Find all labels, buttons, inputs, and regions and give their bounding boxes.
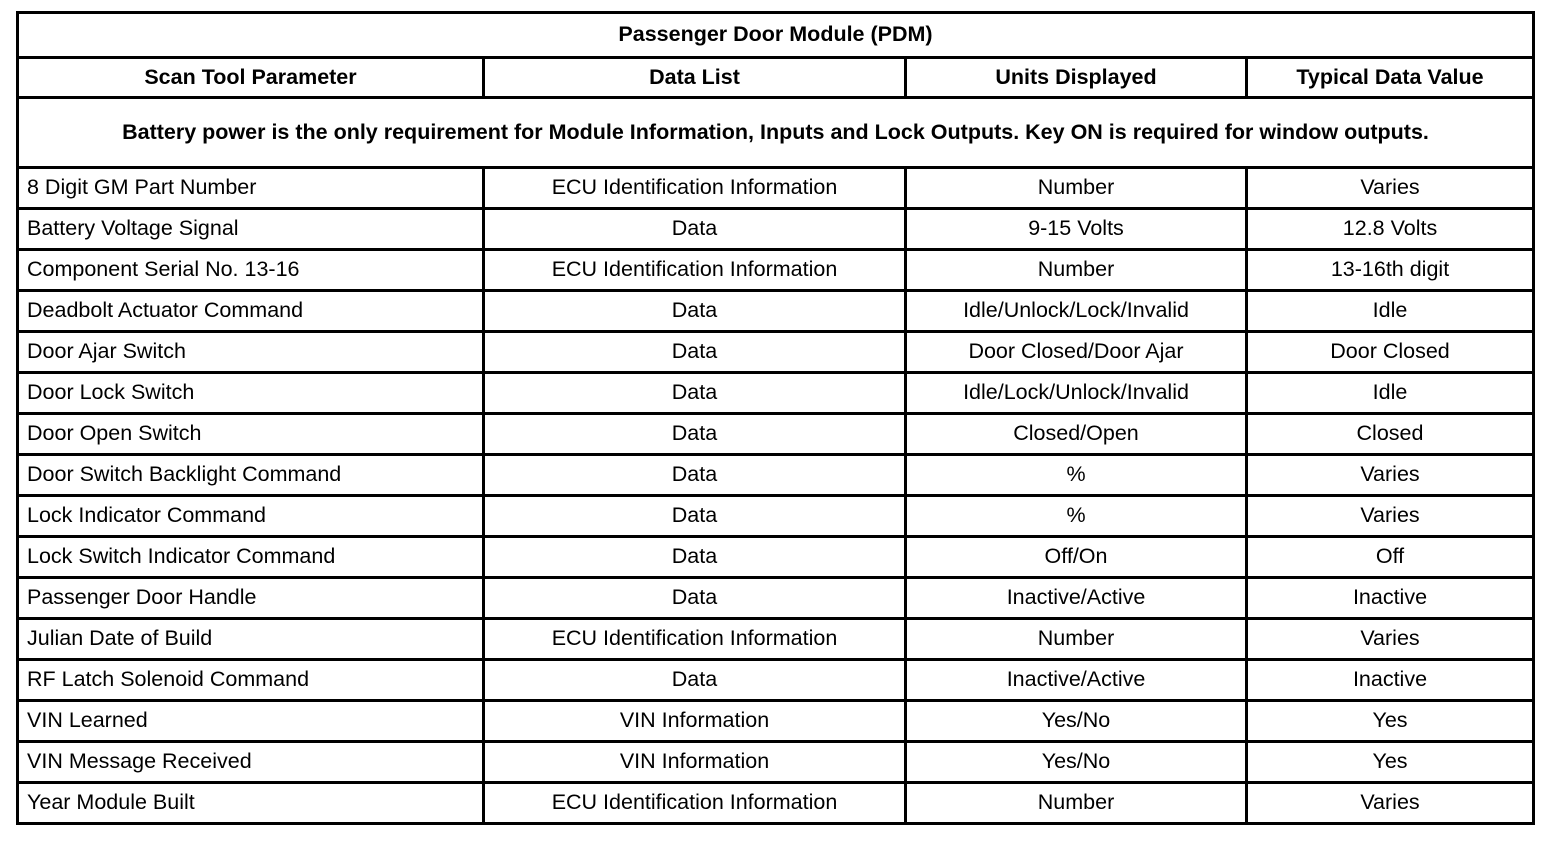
cell-parameter: Lock Indicator Command [16,494,485,538]
cell-units: Inactive/Active [904,576,1248,620]
cell-data-list: Data [482,371,907,415]
table-row: Julian Date of Build ECU Identification … [16,617,1535,661]
cell-typical-value: 12.8 Volts [1245,207,1535,251]
table-row: Year Module Built ECU Identification Inf… [16,781,1535,825]
cell-typical-value: Inactive [1245,576,1535,620]
table-row: Component Serial No. 13-16 ECU Identific… [16,248,1535,292]
cell-typical-value: Varies [1245,166,1535,210]
table-note-row: Battery power is the only requirement fo… [16,96,1535,169]
cell-data-list: Data [482,207,907,251]
cell-typical-value: Varies [1245,453,1535,497]
table-row: VIN Learned VIN Information Yes/No Yes [16,699,1535,743]
cell-typical-value: Closed [1245,412,1535,456]
cell-units: % [904,494,1248,538]
cell-typical-value: Varies [1245,494,1535,538]
cell-data-list: ECU Identification Information [482,781,907,825]
column-header-scan-tool-parameter: Scan Tool Parameter [16,56,485,99]
cell-typical-value: Idle [1245,371,1535,415]
cell-units: Idle/Lock/Unlock/Invalid [904,371,1248,415]
cell-data-list: Data [482,453,907,497]
cell-units: Number [904,166,1248,210]
table-requirements-note: Battery power is the only requirement fo… [16,96,1535,169]
cell-data-list: Data [482,535,907,579]
cell-typical-value: Off [1245,535,1535,579]
table-row: Passenger Door Handle Data Inactive/Acti… [16,576,1535,620]
table-row: Door Ajar Switch Data Door Closed/Door A… [16,330,1535,374]
cell-parameter: Door Ajar Switch [16,330,485,374]
table-header-row: Scan Tool Parameter Data List Units Disp… [16,56,1535,99]
column-header-data-list: Data List [482,56,907,99]
table-title-row: Passenger Door Module (PDM) [16,11,1535,59]
cell-parameter: RF Latch Solenoid Command [16,658,485,702]
cell-data-list: Data [482,494,907,538]
cell-data-list: ECU Identification Information [482,617,907,661]
cell-parameter: VIN Learned [16,699,485,743]
cell-units: 9-15 Volts [904,207,1248,251]
cell-data-list: Data [482,289,907,333]
table-row: Deadbolt Actuator Command Data Idle/Unlo… [16,289,1535,333]
cell-data-list: VIN Information [482,740,907,784]
cell-data-list: Data [482,658,907,702]
cell-units: Idle/Unlock/Lock/Invalid [904,289,1248,333]
cell-parameter: VIN Message Received [16,740,485,784]
cell-units: Off/On [904,535,1248,579]
table-body: Passenger Door Module (PDM) Scan Tool Pa… [16,11,1535,825]
cell-data-list: ECU Identification Information [482,166,907,210]
cell-parameter: Door Switch Backlight Command [16,453,485,497]
cell-parameter: Julian Date of Build [16,617,485,661]
table-row: VIN Message Received VIN Information Yes… [16,740,1535,784]
cell-data-list: Data [482,576,907,620]
pdm-parameter-table: Passenger Door Module (PDM) Scan Tool Pa… [16,11,1535,825]
cell-parameter: Deadbolt Actuator Command [16,289,485,333]
table-row: Lock Indicator Command Data % Varies [16,494,1535,538]
cell-units: Closed/Open [904,412,1248,456]
cell-typical-value: Inactive [1245,658,1535,702]
cell-parameter: Year Module Built [16,781,485,825]
cell-parameter: Lock Switch Indicator Command [16,535,485,579]
cell-units: Number [904,781,1248,825]
cell-units: Yes/No [904,699,1248,743]
cell-data-list: Data [482,412,907,456]
cell-data-list: VIN Information [482,699,907,743]
table-row: 8 Digit GM Part Number ECU Identificatio… [16,166,1535,210]
cell-typical-value: Varies [1245,781,1535,825]
cell-data-list: Data [482,330,907,374]
cell-typical-value: Idle [1245,289,1535,333]
cell-parameter: Component Serial No. 13-16 [16,248,485,292]
cell-units: Yes/No [904,740,1248,784]
cell-data-list: ECU Identification Information [482,248,907,292]
cell-units: % [904,453,1248,497]
table-row: Door Lock Switch Data Idle/Lock/Unlock/I… [16,371,1535,415]
cell-typical-value: 13-16th digit [1245,248,1535,292]
cell-parameter: Battery Voltage Signal [16,207,485,251]
cell-units: Door Closed/Door Ajar [904,330,1248,374]
cell-typical-value: Door Closed [1245,330,1535,374]
cell-typical-value: Yes [1245,699,1535,743]
cell-parameter: Passenger Door Handle [16,576,485,620]
cell-typical-value: Varies [1245,617,1535,661]
table-row: RF Latch Solenoid Command Data Inactive/… [16,658,1535,702]
column-header-units-displayed: Units Displayed [904,56,1248,99]
cell-units: Inactive/Active [904,658,1248,702]
cell-typical-value: Yes [1245,740,1535,784]
cell-units: Number [904,248,1248,292]
cell-parameter: 8 Digit GM Part Number [16,166,485,210]
cell-parameter: Door Open Switch [16,412,485,456]
table-row: Lock Switch Indicator Command Data Off/O… [16,535,1535,579]
table-row: Door Switch Backlight Command Data % Var… [16,453,1535,497]
table-row: Door Open Switch Data Closed/Open Closed [16,412,1535,456]
cell-units: Number [904,617,1248,661]
table-row: Battery Voltage Signal Data 9-15 Volts 1… [16,207,1535,251]
cell-parameter: Door Lock Switch [16,371,485,415]
column-header-typical-data-value: Typical Data Value [1245,56,1535,99]
table-title: Passenger Door Module (PDM) [16,11,1535,59]
